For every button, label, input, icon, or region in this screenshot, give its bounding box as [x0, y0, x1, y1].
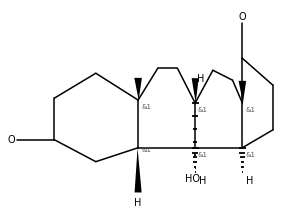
Polygon shape	[239, 81, 246, 103]
Text: O: O	[7, 135, 15, 145]
Text: &1: &1	[141, 147, 151, 153]
Text: &1: &1	[141, 104, 151, 110]
Text: O: O	[239, 12, 246, 22]
Polygon shape	[135, 148, 142, 192]
Polygon shape	[192, 78, 199, 103]
Text: H: H	[134, 198, 142, 208]
Text: &1: &1	[245, 107, 255, 113]
Text: H: H	[199, 176, 207, 186]
Text: &1: &1	[198, 152, 208, 158]
Text: &1: &1	[245, 152, 255, 158]
Polygon shape	[134, 78, 142, 100]
Text: &1: &1	[198, 107, 208, 113]
Text: H: H	[197, 74, 205, 84]
Text: HO: HO	[185, 174, 200, 184]
Text: H: H	[247, 176, 254, 186]
